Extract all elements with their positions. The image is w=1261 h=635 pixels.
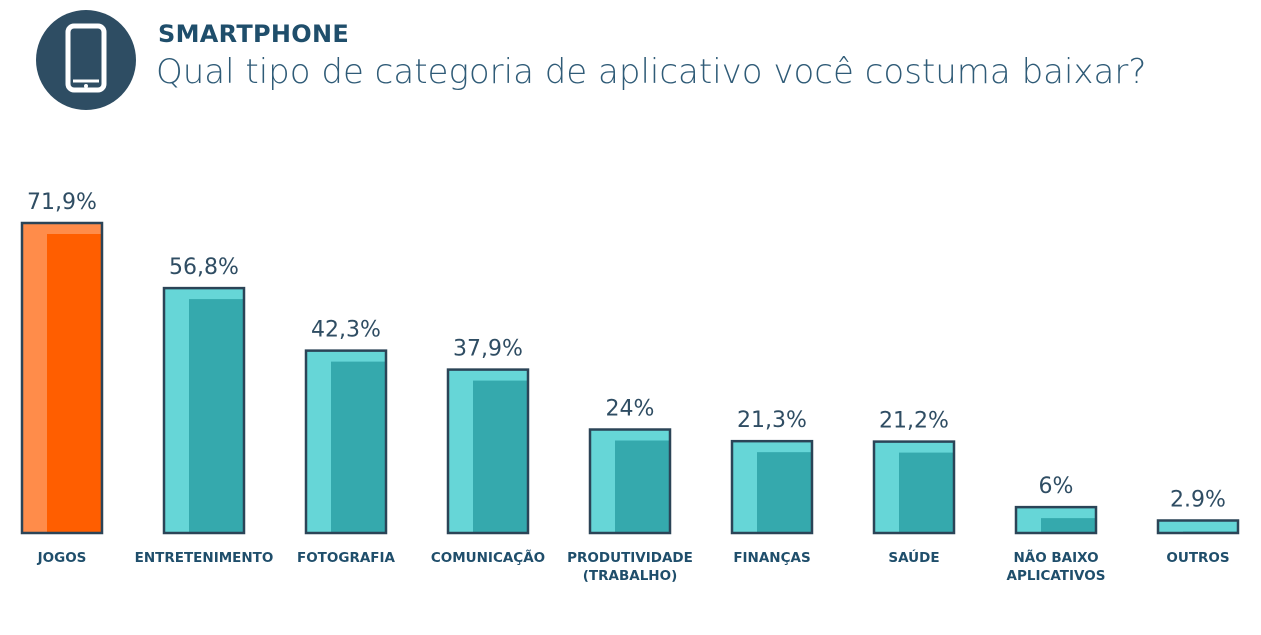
data-label: 21,3% (737, 408, 807, 433)
bar-outline (304, 349, 388, 535)
bar-face (1158, 520, 1238, 533)
bar (20, 221, 104, 535)
bar-outline (1156, 519, 1240, 535)
data-label: 42,3% (311, 318, 381, 343)
bar (588, 428, 672, 535)
category-label: ENTRETENIMENTO (135, 550, 274, 566)
bar-outline (1014, 505, 1098, 535)
bar-shade (473, 380, 528, 533)
bar-outline (730, 439, 814, 535)
bar (872, 440, 956, 535)
data-label: 71,9% (27, 190, 97, 215)
data-label: 2.9% (1170, 487, 1226, 512)
bar (1014, 505, 1098, 535)
data-label: 56,8% (169, 255, 239, 280)
data-label: 21,2% (879, 409, 949, 434)
category-label: APLICATIVOS (1007, 568, 1106, 584)
category-label: COMUNICAÇÃO (431, 549, 545, 566)
bar-outline (588, 428, 672, 535)
bar-shade (331, 361, 386, 533)
bar-outline (872, 440, 956, 535)
bar-shade (615, 440, 670, 533)
smartphone-icon (36, 10, 136, 110)
chart-subtitle: SMARTPHONE (158, 20, 350, 48)
category-label: FOTOGRAFIA (297, 550, 396, 566)
bar-shade (757, 452, 812, 533)
bar-shade (899, 452, 954, 533)
bar-outline (162, 286, 246, 535)
category-label: OUTROS (1166, 550, 1229, 566)
bar (446, 368, 530, 535)
category-label: FINANÇAS (733, 550, 810, 566)
category-label: PRODUTIVIDADE (567, 550, 693, 566)
bar (304, 349, 388, 535)
bar-outline (446, 368, 530, 535)
data-label: 37,9% (453, 337, 523, 362)
category-label: JOGOS (37, 550, 87, 566)
category-label: (TRABALHO) (583, 568, 678, 584)
bar (1156, 519, 1240, 535)
bar-shade (47, 234, 102, 533)
bar-shade (189, 299, 244, 533)
bar-outline (20, 221, 104, 535)
bar (730, 439, 814, 535)
data-label: 6% (1039, 474, 1074, 499)
data-label: 24% (606, 397, 655, 422)
category-label: NÃO BAIXO (1013, 549, 1098, 566)
bar (162, 286, 246, 535)
category-label: SAÚDE (888, 548, 939, 566)
chart-title: Qual tipo de categoria de aplicativo voc… (156, 52, 1147, 92)
bar-shade (1041, 518, 1096, 533)
